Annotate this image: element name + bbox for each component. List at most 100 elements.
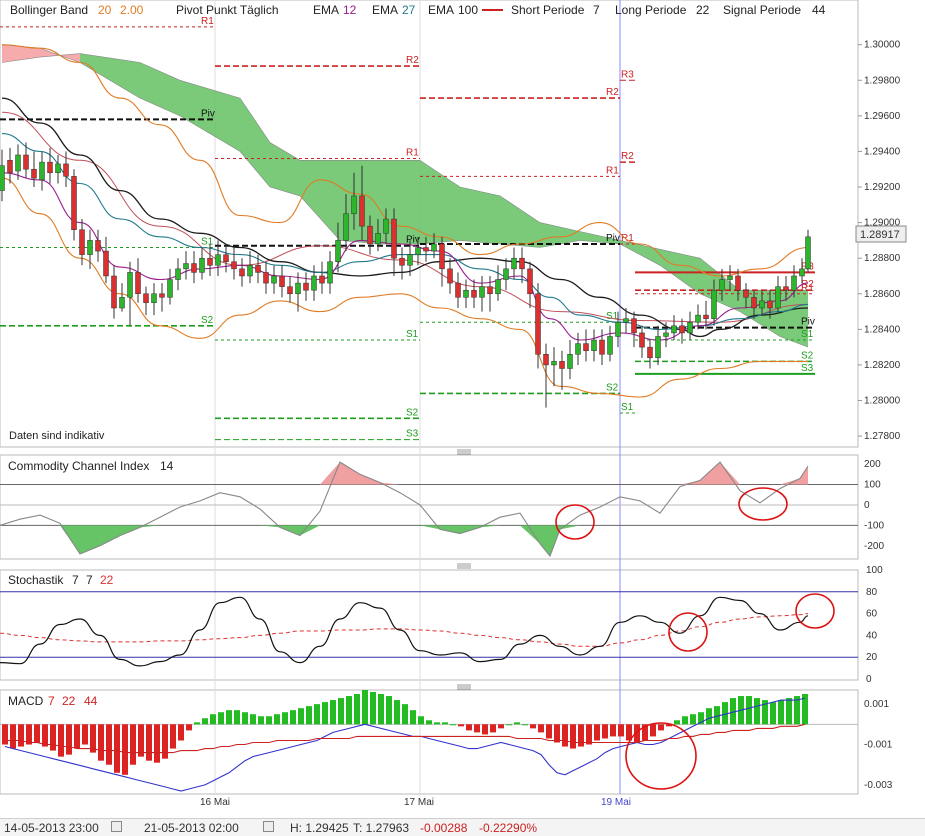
price-tick-label: 1.29800 bbox=[864, 75, 901, 86]
stoch-p3: 22 bbox=[100, 573, 114, 587]
candle-body bbox=[455, 282, 461, 298]
pivot-s2-label: S2 bbox=[606, 382, 619, 393]
macd-histogram-bar bbox=[482, 724, 488, 735]
macd-histogram-bar bbox=[762, 700, 768, 725]
candle-body bbox=[383, 218, 389, 234]
candle-body bbox=[655, 336, 661, 359]
price-axis: 1.30000 1.29800 1.29600 1.29400 1.29200 1.290… bbox=[858, 40, 901, 442]
candle-body bbox=[71, 176, 77, 230]
macd-tick-label: -0.003 bbox=[864, 780, 893, 791]
legend-ema3-val: 100 bbox=[458, 3, 478, 17]
candle-body bbox=[55, 163, 61, 174]
resize-handle[interactable] bbox=[457, 449, 471, 455]
candle-body bbox=[223, 254, 229, 262]
candle-body bbox=[759, 300, 765, 309]
candle-body bbox=[423, 247, 429, 252]
legend-bb-p2: 2.00 bbox=[120, 3, 144, 17]
candle-body bbox=[663, 332, 669, 337]
candle-body bbox=[487, 286, 493, 295]
candle-body bbox=[439, 243, 445, 270]
macd-histogram-bar bbox=[290, 710, 296, 725]
candle-body bbox=[215, 254, 221, 266]
annotation-circle bbox=[795, 593, 835, 629]
macd-histogram-bar bbox=[778, 700, 784, 725]
macd-histogram-bar bbox=[330, 700, 336, 725]
candle-body bbox=[47, 161, 53, 174]
macd-histogram-bar bbox=[314, 704, 320, 725]
pivot-s2-label: S2 bbox=[801, 350, 814, 361]
candle-body bbox=[727, 275, 733, 280]
macd-title: MACD 7 22 44 bbox=[8, 694, 98, 708]
macd-histogram-bar bbox=[418, 716, 424, 725]
macd-histogram-bar bbox=[146, 724, 152, 761]
macd-histogram-bar bbox=[202, 718, 208, 725]
stoch-title: Stochastik 7 7 22 bbox=[8, 573, 114, 587]
calendar-icon[interactable] bbox=[111, 821, 122, 832]
legend-bb-label: Bollinger Band bbox=[10, 3, 88, 17]
macd-histogram-bar bbox=[466, 724, 472, 731]
cci-fill bbox=[300, 525, 320, 536]
candle-body bbox=[79, 229, 85, 255]
cci-fill bbox=[800, 466, 808, 485]
resize-handle[interactable] bbox=[457, 684, 471, 690]
resize-handle[interactable] bbox=[457, 563, 471, 569]
legend-ema3-label: EMA bbox=[428, 3, 454, 17]
candle-body bbox=[319, 275, 325, 284]
candle-body bbox=[567, 354, 573, 369]
annotation-circle bbox=[625, 722, 697, 790]
candle-body bbox=[199, 257, 205, 273]
candle-body bbox=[231, 261, 237, 270]
candle-body bbox=[535, 293, 541, 355]
macd-histogram-bar bbox=[722, 702, 728, 725]
macd-histogram-bar bbox=[514, 722, 520, 725]
cloud-segment bbox=[460, 187, 500, 244]
cci-period: 14 bbox=[160, 459, 174, 473]
candle-body bbox=[583, 343, 589, 351]
pivot-s2-label: S2 bbox=[201, 315, 214, 326]
bollinger-middle bbox=[1, 111, 809, 323]
pivot-r2-label: R2 bbox=[621, 151, 634, 162]
macd-histogram-bar bbox=[170, 724, 176, 749]
candle-body bbox=[391, 218, 397, 259]
pivot-r3-label: R3 bbox=[621, 69, 634, 80]
macd-histogram-bar bbox=[58, 724, 64, 757]
pivot-s1-label: S1 bbox=[606, 311, 619, 322]
macd-histogram-bar bbox=[42, 724, 48, 747]
macd-histogram-bar bbox=[674, 720, 680, 725]
macd-histogram-bar bbox=[474, 724, 480, 733]
macd-histogram-bar bbox=[226, 710, 232, 725]
cci-fill bbox=[140, 525, 160, 528]
legend-short-label: Short Periode bbox=[511, 3, 585, 17]
macd-histogram-bar bbox=[538, 724, 544, 733]
candle-body bbox=[263, 272, 269, 284]
macd-p1: 7 bbox=[48, 694, 55, 708]
candle-body bbox=[511, 257, 517, 270]
macd-histogram-bar bbox=[154, 724, 160, 763]
macd-histogram-bar bbox=[386, 696, 392, 725]
cloud-segment bbox=[80, 53, 140, 99]
pivot-s1-label: S1 bbox=[406, 329, 419, 340]
price-tick-label: 1.28200 bbox=[864, 360, 901, 371]
macd-histogram-bar bbox=[50, 724, 56, 751]
calendar-icon[interactable] bbox=[263, 821, 274, 832]
current-price: 1.28917 bbox=[860, 229, 900, 241]
pivot-r1-label: R1 bbox=[406, 148, 419, 159]
status-change: -0.00288 bbox=[420, 821, 468, 835]
legend-ema2-val: 27 bbox=[402, 3, 416, 17]
macd-histogram-bar bbox=[434, 722, 440, 725]
candle-body bbox=[159, 293, 165, 298]
macd-histogram-bar bbox=[242, 712, 248, 725]
macd-histogram-bar bbox=[306, 706, 312, 725]
macd-histogram-bar bbox=[562, 724, 568, 747]
candle-body bbox=[679, 325, 685, 334]
macd-histogram-bar bbox=[258, 716, 264, 725]
stoch-plot: 100 80 60 40 20 0 bbox=[0, 565, 883, 685]
status-low: T: 1.27963 bbox=[353, 821, 410, 835]
stoch-tick-label: 20 bbox=[866, 652, 878, 663]
candle-body bbox=[127, 272, 133, 298]
legend-ema1-val: 12 bbox=[343, 3, 357, 17]
candle-body bbox=[7, 160, 13, 174]
status-change-pct: -0.22290% bbox=[479, 821, 538, 835]
candle-body bbox=[639, 332, 645, 348]
cloud-segment bbox=[500, 195, 540, 248]
